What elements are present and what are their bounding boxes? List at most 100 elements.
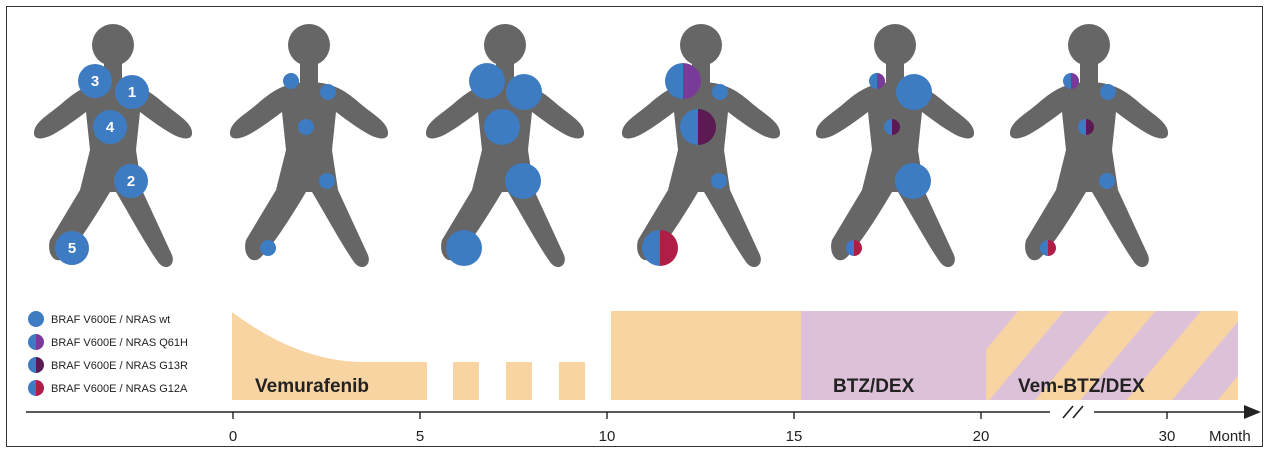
body-figure — [621, 24, 781, 268]
legend-item-wt: BRAF V600E / NRAS wt — [28, 311, 170, 327]
lesion-marker-wt — [895, 163, 931, 199]
lesion-marker-wt — [711, 173, 727, 189]
lesion-site-1 — [896, 74, 932, 110]
lesion-site-5 — [446, 230, 482, 266]
lesion-marker-wt — [469, 63, 505, 99]
lesion-site-2 — [1099, 173, 1115, 189]
lesion-site-3: 3 — [78, 64, 112, 98]
axis-break-mark — [1062, 405, 1074, 419]
body-head — [484, 24, 526, 66]
lesion-site-3 — [1063, 73, 1079, 89]
lesion-half-g13r — [698, 109, 716, 145]
lesion-site-number: 1 — [128, 84, 136, 101]
lesion-half-wt — [642, 230, 660, 266]
lesion-half-wt — [1063, 73, 1071, 89]
lesion-site-1 — [506, 74, 542, 110]
lesion-marker-wt — [260, 240, 276, 256]
legend: BRAF V600E / NRAS wt BRAF V600E / NRAS Q… — [28, 311, 188, 396]
vemurafenib-pulse-band — [453, 362, 479, 400]
body-head — [92, 24, 134, 66]
lesion-marker-wt — [93, 110, 127, 144]
lesion-marker-wt — [1100, 84, 1116, 100]
lesion-half-wt — [680, 109, 698, 145]
lesion-marker-wt — [446, 230, 482, 266]
lesion-site-number: 3 — [91, 73, 99, 90]
axis-break-mark — [1072, 405, 1084, 419]
legend-label-wt: BRAF V600E / NRAS wt — [51, 314, 170, 326]
legend-swatch-q61h-left — [28, 334, 36, 350]
lesion-half-q61h — [877, 73, 885, 89]
lesion-marker-wt — [114, 164, 148, 198]
lesion-site-4: 4 — [93, 110, 127, 144]
lesion-half-wt — [884, 119, 892, 135]
legend-swatch-g12a-right — [36, 380, 44, 396]
lesion-half-wt — [1040, 240, 1048, 256]
lesion-half-g12a — [660, 230, 678, 266]
body-torso-limbs — [621, 82, 781, 268]
legend-item-g12a: BRAF V600E / NRAS G12A — [28, 380, 188, 396]
lesion-half-wt — [869, 73, 877, 89]
lesion-marker-wt — [115, 75, 149, 109]
legend-label-g13r: BRAF V600E / NRAS G13R — [51, 360, 188, 372]
btz-dex-label: BTZ/DEX — [833, 376, 915, 397]
legend-swatch-q61h-right — [36, 334, 44, 350]
lesion-site-number: 2 — [127, 173, 135, 190]
lesion-site-5: 5 — [55, 231, 89, 265]
lesion-site-3 — [869, 73, 885, 89]
legend-swatch-wt — [28, 311, 44, 327]
lesion-marker-wt — [319, 173, 335, 189]
body-head — [680, 24, 722, 66]
legend-label-q61h: BRAF V600E / NRAS Q61H — [51, 337, 188, 349]
lesion-site-2 — [505, 163, 541, 199]
vemurafenib-pulse-band — [506, 362, 532, 400]
axis-tick-label: 20 — [973, 428, 990, 445]
lesion-site-4 — [884, 119, 900, 135]
lesion-marker-wt — [505, 163, 541, 199]
body-figures — [33, 24, 1169, 268]
lesion-site-1: 1 — [115, 75, 149, 109]
lesion-marker-wt — [506, 74, 542, 110]
body-torso-limbs — [425, 82, 585, 268]
lesion-site-1 — [320, 84, 336, 100]
lesion-site-4 — [1078, 119, 1094, 135]
body-figure — [815, 24, 975, 268]
axis-tick-label: 10 — [599, 428, 616, 445]
lesion-site-4 — [680, 109, 716, 145]
axis-tick-label: 30 — [1159, 428, 1176, 445]
lesion-site-2 — [895, 163, 931, 199]
legend-swatch-g12a-left — [28, 380, 36, 396]
therapy-bands: Vemurafenib BTZ/DEX Vem-BTZ/DEX — [232, 311, 1238, 400]
lesion-half-g12a — [1048, 240, 1056, 256]
lesion-site-5 — [1040, 240, 1056, 256]
axis-tick-label: 5 — [416, 428, 424, 445]
lesion-site-5 — [642, 230, 678, 266]
body-head — [1068, 24, 1110, 66]
lesion-site-2: 2 — [114, 164, 148, 198]
lesion-marker-wt — [320, 84, 336, 100]
axis-tick-label: 15 — [786, 428, 803, 445]
lesion-site-number: 5 — [68, 240, 76, 257]
lesion-markers: 3 1 4 2 5 — [55, 63, 1116, 266]
body-head — [874, 24, 916, 66]
lesion-half-q61h — [683, 63, 701, 99]
axis-arrowhead — [1244, 405, 1261, 419]
body-figure — [33, 24, 193, 268]
body-figure — [229, 24, 389, 268]
axis-unit-label: Month — [1209, 428, 1251, 445]
legend-item-q61h: BRAF V600E / NRAS Q61H — [28, 334, 188, 350]
lesion-half-wt — [1078, 119, 1086, 135]
lesion-site-4 — [484, 109, 520, 145]
lesion-site-5 — [846, 240, 862, 256]
lesion-site-number: 4 — [106, 119, 115, 136]
lesion-half-g13r — [892, 119, 900, 135]
legend-swatch-g13r-left — [28, 357, 36, 373]
lesion-site-3 — [665, 63, 701, 99]
vemurafenib-label: Vemurafenib — [255, 376, 369, 397]
lesion-half-g12a — [854, 240, 862, 256]
body-torso-limbs — [815, 82, 975, 268]
lesion-site-2 — [319, 173, 335, 189]
lesion-half-g13r — [1086, 119, 1094, 135]
lesion-half-wt — [846, 240, 854, 256]
lesion-site-2 — [711, 173, 727, 189]
